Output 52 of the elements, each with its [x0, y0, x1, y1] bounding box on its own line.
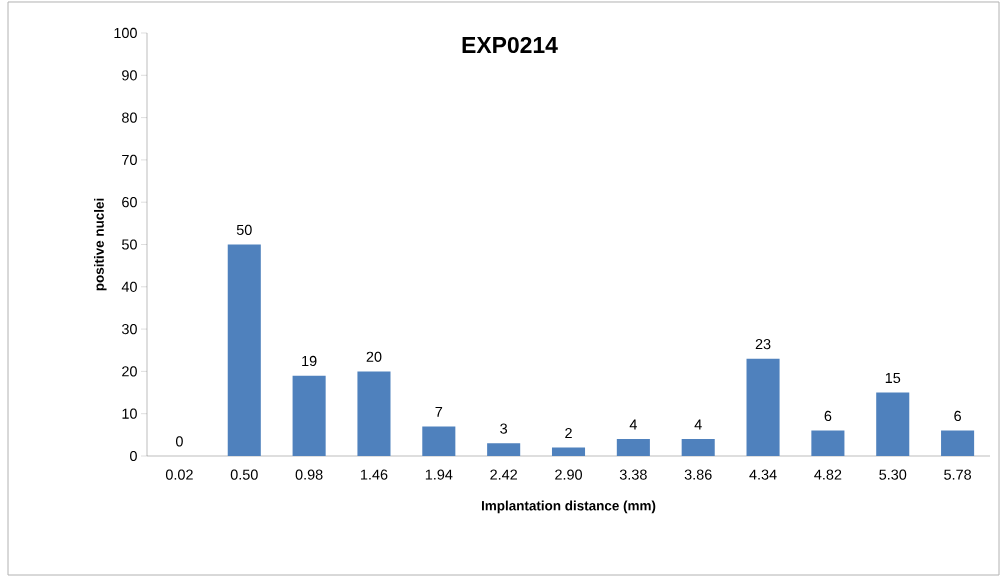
- y-tick-label: 30: [121, 323, 137, 335]
- bar: [876, 392, 910, 456]
- chart-title: EXP0214: [462, 36, 558, 54]
- x-tick-label: 1.46: [361, 469, 388, 480]
- data-label: 2: [565, 427, 572, 439]
- x-tick-label: 4.82: [814, 469, 842, 480]
- y-axis-title: positive nuclei: [94, 198, 107, 291]
- x-tick-label: 3.86: [684, 469, 712, 480]
- bar: [681, 439, 715, 456]
- y-tick-label: 20: [122, 366, 137, 377]
- bar: [811, 430, 845, 456]
- x-tick-label: 0.50: [230, 469, 258, 480]
- data-label: 23: [755, 338, 771, 350]
- data-label: 6: [954, 410, 961, 422]
- x-tick-label: 0.98: [295, 469, 323, 480]
- data-label: 4: [629, 419, 637, 430]
- y-tick-label: 0: [130, 450, 137, 462]
- x-tick-label: 1.94: [425, 469, 453, 480]
- data-label: 0: [175, 436, 183, 447]
- data-label: 15: [885, 372, 901, 384]
- data-label: 19: [302, 355, 317, 367]
- data-label: 4: [694, 419, 702, 430]
- bar: [941, 430, 975, 456]
- bar: [422, 426, 456, 456]
- y-tick-label: 70: [122, 154, 137, 166]
- x-tick-label: 2.42: [490, 469, 517, 480]
- bar: [292, 375, 326, 456]
- bar: [551, 447, 586, 456]
- data-label: 6: [824, 410, 832, 422]
- data-label: 20: [366, 351, 382, 362]
- y-tick-label: 80: [122, 112, 137, 123]
- y-tick-label: 50: [121, 239, 137, 250]
- x-tick-label: 5.78: [944, 469, 972, 480]
- y-tick-label: 100: [114, 27, 137, 39]
- data-label: 3: [500, 423, 508, 434]
- y-tick-label: 40: [121, 281, 137, 292]
- y-tick-label: 60: [122, 197, 137, 208]
- x-tick-label: 5.30: [879, 469, 907, 480]
- bar: [616, 439, 650, 456]
- data-label: 7: [435, 406, 443, 417]
- y-tick-label: 10: [122, 408, 137, 419]
- x-tick-label: 0.02: [165, 469, 193, 480]
- x-axis-title: Implantation distance (mm): [481, 500, 656, 514]
- x-tick-label: 4.34: [749, 469, 777, 480]
- data-label: 50: [236, 224, 252, 235]
- bar: [487, 443, 521, 456]
- bar: [357, 371, 391, 456]
- x-tick-label: 3.38: [619, 469, 647, 480]
- bar: [227, 244, 261, 456]
- bar: [746, 358, 780, 456]
- y-tick-label: 90: [122, 70, 137, 81]
- x-tick-label: 2.90: [555, 469, 582, 480]
